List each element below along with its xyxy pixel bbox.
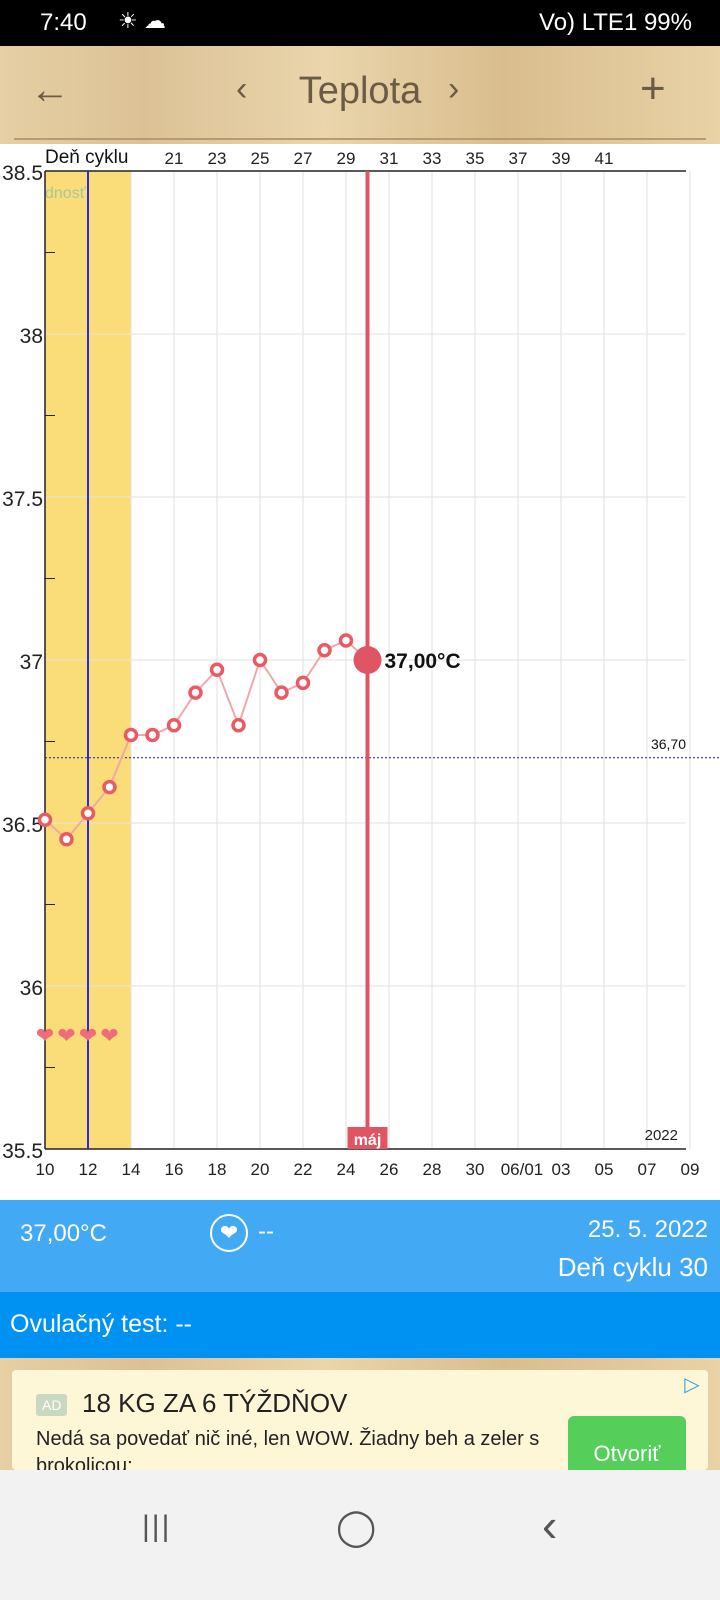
cycle-day-tick: 41 [595, 149, 614, 168]
year-label: 2022 [645, 1127, 678, 1144]
temperature-point [145, 727, 160, 743]
system-nav-bar: ||| ◯ ‹ [0, 1470, 720, 1600]
x-tick-label: 09 [681, 1160, 700, 1179]
x-tick-label: 22 [294, 1160, 313, 1179]
ad-banner-area: AD 18 KG ZA 6 TÝŽDŇOV Nedá sa povedať ni… [0, 1358, 720, 1492]
temperature-point [80, 805, 96, 821]
cycle-day-tick: 37 [509, 149, 528, 168]
nav-back-button[interactable]: ‹ [542, 1499, 558, 1551]
cycle-day-tick: 25 [251, 149, 270, 168]
temperature-point [209, 662, 225, 678]
x-tick-label: 20 [251, 1160, 270, 1179]
weather-icon: ☀ ☁ [118, 8, 166, 33]
temperature-point [123, 727, 139, 743]
ad-badge: AD [36, 1394, 68, 1416]
x-tick-label: 14 [122, 1160, 141, 1179]
y-tick-label: 35.5 [2, 1140, 43, 1163]
page-title: Teplota [298, 70, 422, 112]
y-tick-label: 36.5 [2, 814, 43, 837]
temperature-point [231, 717, 246, 733]
ovulation-test-row[interactable]: Ovulačný test: -- [0, 1292, 720, 1358]
cycle-day-tick: 23 [208, 149, 227, 168]
month-label-bg [347, 1127, 388, 1149]
x-tick-label: 16 [165, 1160, 184, 1179]
temperature-point [295, 675, 311, 691]
add-plus-icon[interactable]: + [640, 64, 666, 113]
temperature-point [37, 812, 53, 827]
ovulation-test-label: Ovulačný test: -- [10, 1310, 192, 1338]
x-tick-label: 06/01 [501, 1160, 544, 1179]
top-axis-label: Deň cyklu [45, 147, 128, 168]
recent-apps-button[interactable]: ||| [142, 1510, 172, 1543]
status-bar: 7:40 ☀ ☁ Vo) LTE1 99% [0, 0, 720, 46]
coverline-label: 36,70 [651, 736, 686, 752]
signal-battery: Vo) LTE1 99% [539, 9, 692, 36]
temperature-point [317, 642, 332, 658]
cycle-day-tick: 39 [552, 149, 571, 168]
temperature-point [338, 633, 354, 648]
intercourse-value: -- [258, 1218, 274, 1245]
temperature-point [252, 652, 268, 668]
intercourse-heart-icon: ❤ [100, 1023, 118, 1048]
home-button[interactable]: ◯ [336, 1506, 377, 1547]
day-info-panel[interactable]: 37,00°C ❤ -- 25. 5. 2022 Deň cyklu 30 [0, 1200, 720, 1292]
x-tick-label: 03 [552, 1160, 571, 1179]
intercourse-heart-icon: ❤ [79, 1023, 97, 1048]
temperature-point [188, 685, 203, 700]
x-tick-label: 10 [36, 1160, 55, 1179]
divider [14, 138, 706, 140]
x-tick-label: 07 [638, 1160, 657, 1179]
temperature-point [59, 832, 74, 847]
heart-icon[interactable]: ❤ [210, 1214, 248, 1252]
adchoices-icon[interactable]: ▷ [684, 1374, 700, 1396]
clock: 7:40 [40, 9, 87, 36]
cycle-day-tick: 31 [380, 149, 399, 168]
intercourse-heart-icon: ❤ [36, 1023, 54, 1048]
cycle-day-tick: 35 [466, 149, 485, 168]
x-tick-label: 30 [466, 1160, 485, 1179]
fertile-label: dnosť [45, 185, 87, 202]
selected-date: 25. 5. 2022 [587, 1216, 708, 1243]
temperature-line [44, 639, 369, 841]
x-tick-label: 26 [380, 1160, 399, 1179]
temperature-chart[interactable]: dnosť 35.5 36 36.5 37 37.5 38 38.5 Deň cyklu 21 23… [0, 144, 720, 1200]
x-tick-label: 28 [423, 1160, 442, 1179]
ad-headline[interactable]: 18 KG ZA 6 TÝŽDŇOV [82, 1388, 348, 1418]
y-tick-label: 37.5 [2, 488, 43, 511]
month-label: máj [354, 1132, 382, 1149]
temperature-value: 37,00°C [20, 1220, 107, 1247]
selected-point-label: 37,00°C [385, 650, 461, 673]
x-tick-label: 18 [208, 1160, 227, 1179]
cycle-day-tick: 29 [337, 149, 356, 168]
selected-point [353, 646, 382, 674]
back-arrow-icon[interactable]: ← [30, 68, 70, 112]
x-tick-label: 12 [79, 1160, 98, 1179]
cycle-day: Deň cyklu 30 [557, 1252, 708, 1282]
temperature-point [274, 685, 289, 700]
cycle-day-tick: 21 [165, 149, 184, 168]
intercourse-heart-icon: ❤ [57, 1023, 75, 1048]
app-bar: ← ‹ Teplota › + [0, 46, 720, 144]
x-tick-label: 24 [337, 1160, 356, 1179]
y-tick-label: 38.5 [2, 162, 43, 185]
y-tick-label: 37 [20, 651, 43, 674]
y-tick-label: 38 [20, 325, 43, 348]
prev-chevron-icon[interactable]: ‹ [236, 70, 248, 108]
temperature-point [166, 717, 182, 733]
temperature-point [102, 779, 117, 795]
next-chevron-icon[interactable]: › [448, 70, 460, 108]
y-tick-label: 36 [20, 977, 43, 1000]
x-tick-label: 05 [595, 1160, 614, 1179]
ad-banner[interactable]: AD 18 KG ZA 6 TÝŽDŇOV Nedá sa povedať ni… [12, 1370, 708, 1492]
cycle-day-tick: 33 [423, 149, 442, 168]
cycle-day-tick: 27 [294, 149, 313, 168]
